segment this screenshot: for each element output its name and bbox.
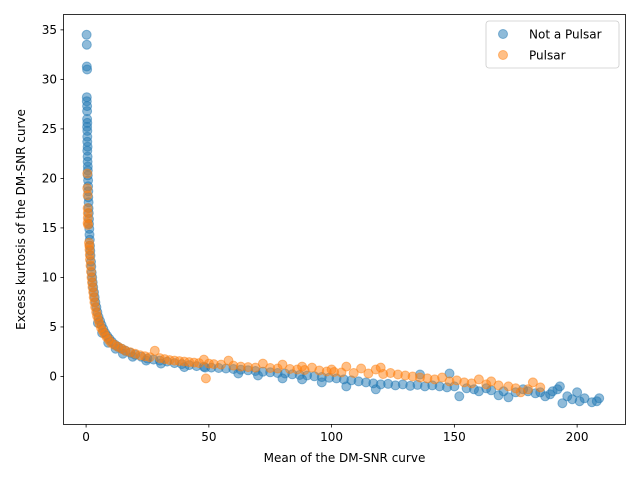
y-tick-label: 15 xyxy=(42,221,57,235)
y-axis-label: Excess kurtosis of the DM-SNR curve xyxy=(14,109,28,330)
point-pulsar xyxy=(356,363,367,374)
point-not-a-pulsar xyxy=(316,377,327,388)
y-tick-label: 35 xyxy=(42,23,57,37)
y-tick-label: 30 xyxy=(42,72,57,86)
points-layer xyxy=(81,29,605,409)
y-tick-label: 20 xyxy=(42,171,57,185)
x-tick-label: 50 xyxy=(201,430,216,444)
point-not-a-pulsar xyxy=(82,64,93,75)
legend-marker-pulsar xyxy=(498,50,508,60)
legend-label-not-a-pulsar: Not a Pulsar xyxy=(529,28,602,42)
point-pulsar xyxy=(144,352,155,363)
point-pulsar xyxy=(82,168,93,179)
point-pulsar xyxy=(297,361,308,372)
point-not-a-pulsar xyxy=(81,39,92,50)
point-not-a-pulsar xyxy=(297,374,308,385)
x-axis-label: Mean of the DM-SNR curve xyxy=(264,451,426,465)
point-pulsar xyxy=(200,373,211,384)
point-not-a-pulsar xyxy=(557,398,568,409)
point-pulsar xyxy=(149,345,160,356)
plot-frame xyxy=(63,14,626,425)
point-pulsar xyxy=(326,364,337,375)
point-not-a-pulsar xyxy=(277,373,288,384)
point-pulsar xyxy=(523,384,533,395)
legend-box xyxy=(485,20,620,69)
y-tick-label: 5 xyxy=(49,320,57,334)
point-pulsar xyxy=(341,361,352,372)
x-tick-label: 100 xyxy=(320,430,343,444)
x-tick-label: 200 xyxy=(566,430,589,444)
y-tick-label: 25 xyxy=(42,122,57,136)
point-pulsar xyxy=(83,219,94,230)
point-pulsar xyxy=(375,362,386,373)
point-pulsar xyxy=(82,190,93,201)
legend-marker-not-a-pulsar xyxy=(498,29,508,39)
point-not-a-pulsar xyxy=(572,387,583,398)
legend-label-pulsar: Pulsar xyxy=(529,49,566,63)
point-pulsar xyxy=(527,377,538,388)
point-pulsar xyxy=(493,380,504,391)
y-tick-label: 10 xyxy=(42,270,57,284)
point-pulsar xyxy=(473,374,484,385)
point-pulsar xyxy=(348,368,359,378)
point-not-a-pulsar xyxy=(370,384,381,395)
x-tick-label: 0 xyxy=(82,430,90,444)
x-tick-label: 150 xyxy=(443,430,466,444)
point-pulsar xyxy=(535,382,546,393)
point-not-a-pulsar xyxy=(454,391,465,402)
legend: Not a Pulsar Pulsar xyxy=(485,20,620,69)
x-axis: 0 50 100 150 200 xyxy=(82,424,589,444)
point-not-a-pulsar xyxy=(554,381,565,392)
point-not-a-pulsar xyxy=(81,29,92,40)
y-tick-label: 0 xyxy=(49,369,57,383)
point-pulsar xyxy=(257,358,268,369)
point-not-a-pulsar xyxy=(341,381,352,392)
point-not-a-pulsar xyxy=(594,393,605,404)
point-not-a-pulsar xyxy=(503,392,514,403)
point-pulsar xyxy=(277,359,288,370)
y-axis: 0 5 10 15 20 25 30 35 xyxy=(42,23,64,383)
